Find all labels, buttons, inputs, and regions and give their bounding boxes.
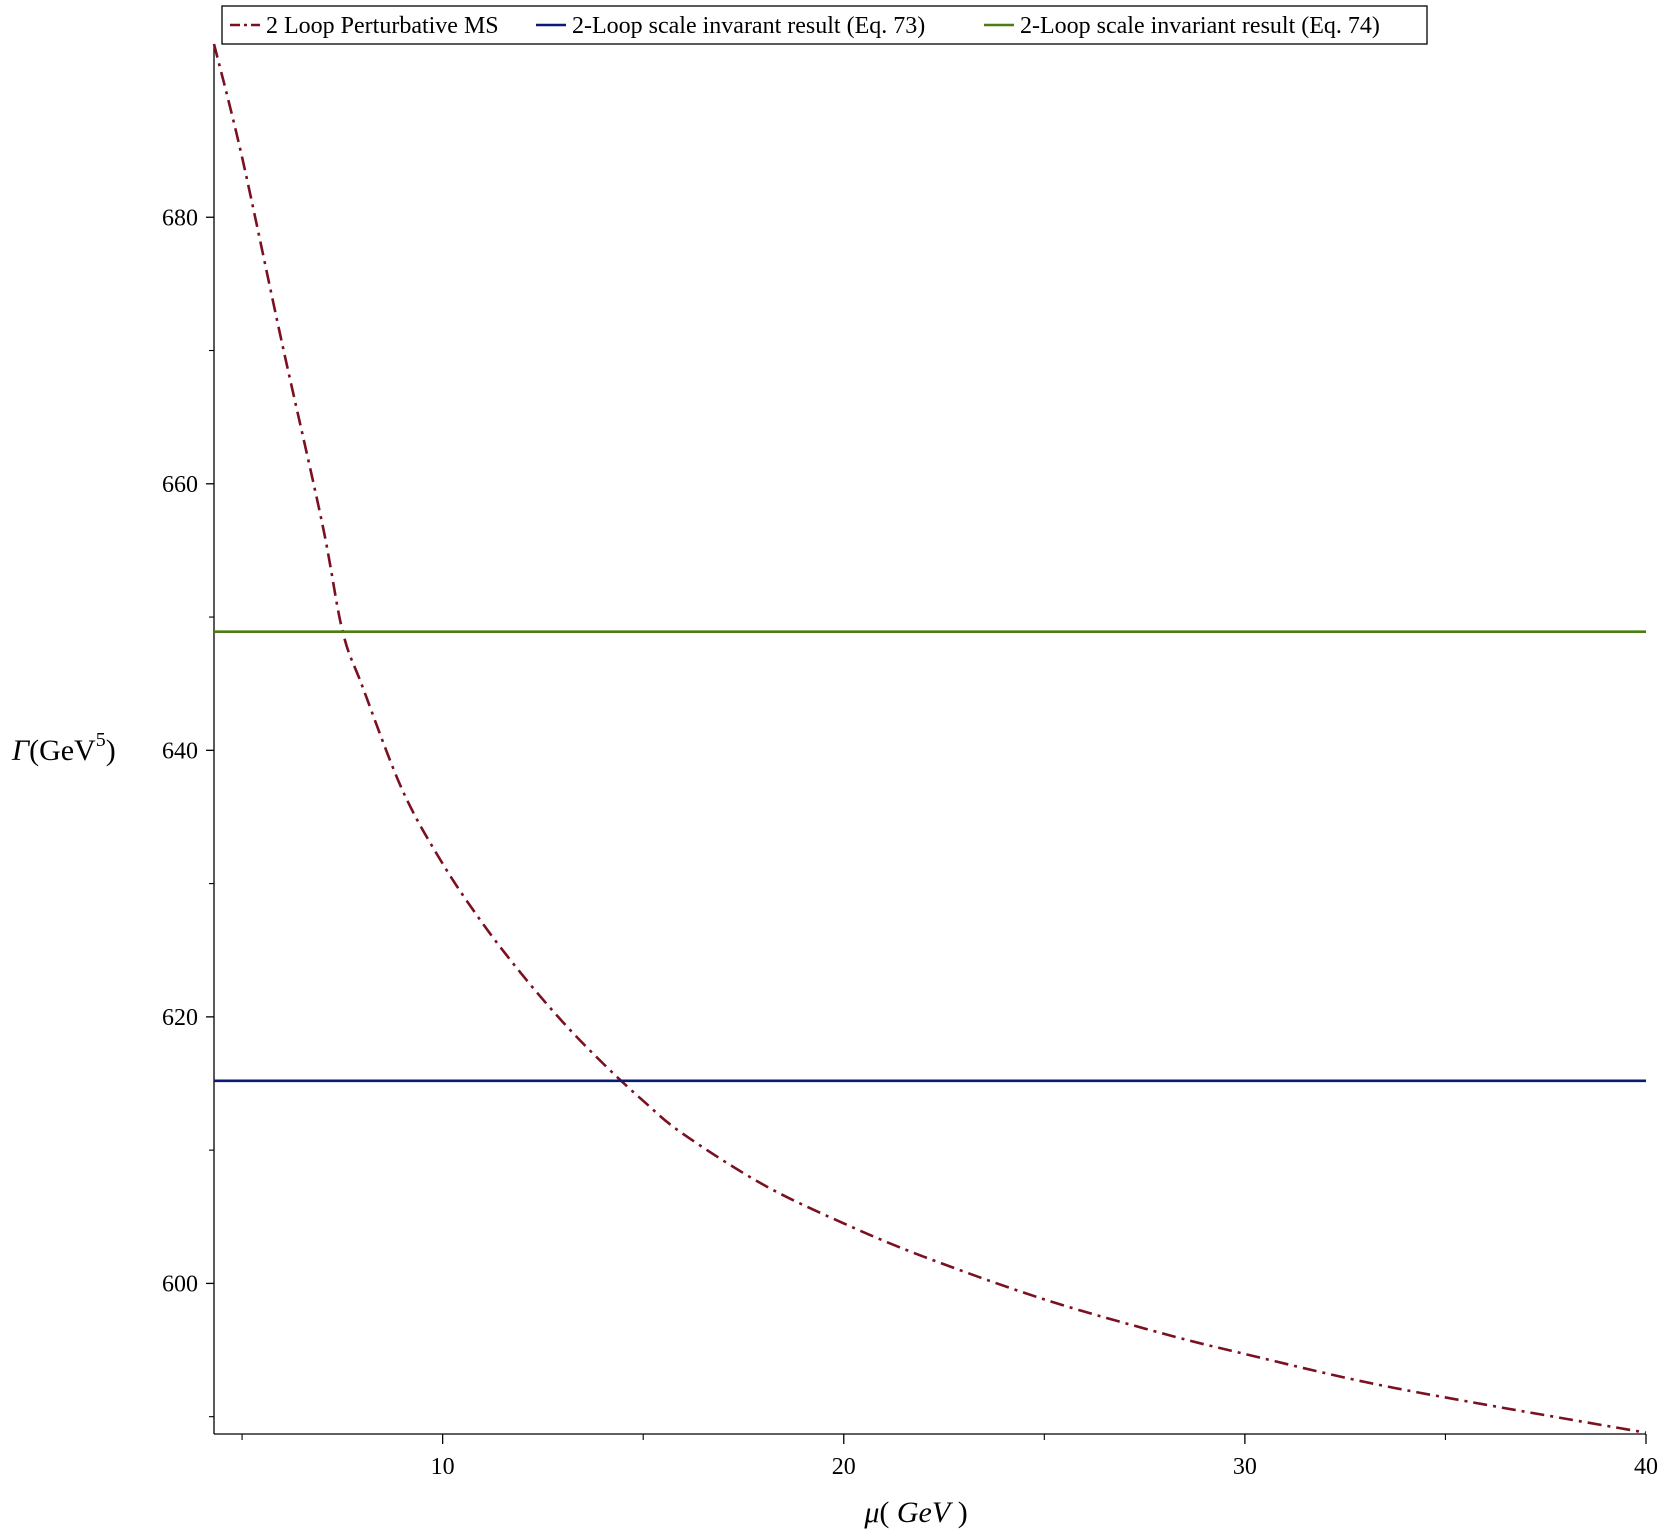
x-axis-title: μ( GeV ) <box>863 1496 967 1529</box>
y-axis-title-symbol: Γ <box>11 734 31 767</box>
legend-item-2: 2-Loop scale invarant result (Eq. 73) <box>536 13 925 39</box>
y-axis-title-unit: (GeV <box>29 734 96 767</box>
y-tick-label: 680 <box>162 205 198 231</box>
plot-area: 600 620 640 660 680 10 20 30 40 <box>162 43 1658 1480</box>
x-axis-title-mu: μ <box>863 1496 879 1529</box>
legend-label: 2-Loop scale invariant result (Eq. 74) <box>1020 13 1380 39</box>
series-line-1 <box>212 43 1647 1434</box>
y-tick-label: 620 <box>162 1005 198 1031</box>
y-axis-title: Γ(GeV5) <box>11 729 116 767</box>
y-axis-title-exponent: 5 <box>96 729 106 751</box>
x-axis-title-unit: GeV <box>897 1496 954 1529</box>
y-tick-label: 660 <box>162 472 198 498</box>
legend-label: 2 Loop Perturbative MS <box>266 13 499 39</box>
x-tick-label: 40 <box>1634 1454 1658 1480</box>
svg-text:μ( GeV ): μ( GeV ) <box>863 1496 967 1529</box>
y-tick-label: 640 <box>162 738 198 764</box>
x-tick-label: 10 <box>431 1454 455 1480</box>
y-tick-label: 600 <box>162 1271 198 1297</box>
x-tick-label: 20 <box>832 1454 856 1480</box>
legend-label: 2-Loop scale invarant result (Eq. 73) <box>572 13 925 39</box>
legend-item-3: 2-Loop scale invariant result (Eq. 74) <box>984 13 1380 39</box>
legend-frame <box>221 5 1428 45</box>
x-tick-label: 30 <box>1233 1454 1257 1480</box>
y-axis-title-close: ) <box>106 734 116 767</box>
legend-item-1: 2 Loop Perturbative MS <box>230 13 499 39</box>
legend: 2 Loop Perturbative MS 2-Loop scale invar… <box>221 5 1428 45</box>
svg-text:Γ(GeV5): Γ(GeV5) <box>11 729 116 767</box>
